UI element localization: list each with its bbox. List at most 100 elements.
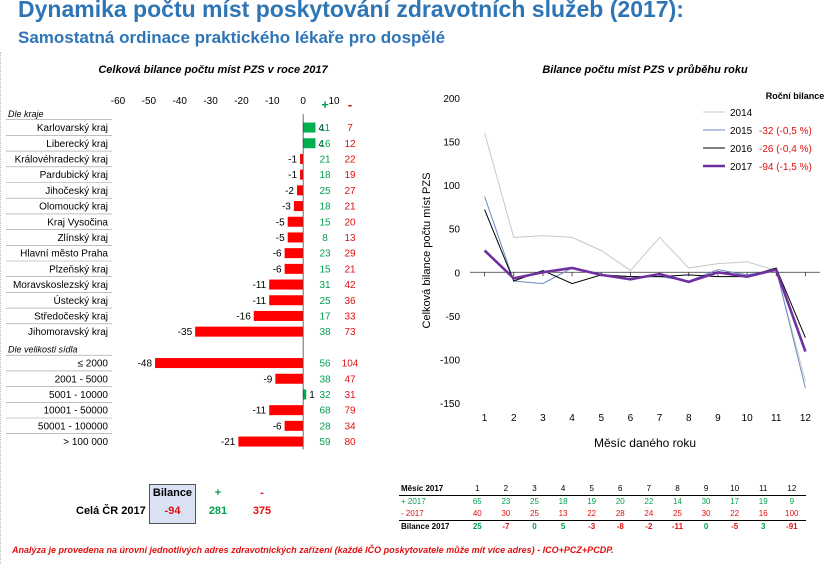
category-label: 50001 - 100000 bbox=[38, 421, 109, 432]
plus-count: 56 bbox=[319, 359, 331, 370]
month-cell: 10 bbox=[720, 483, 749, 496]
category-label: Hlavní město Praha bbox=[20, 249, 108, 260]
minus-count: 22 bbox=[344, 154, 356, 165]
balance-cell: 0 bbox=[520, 520, 549, 533]
bar-value-label: -6 bbox=[273, 249, 282, 260]
month-cell: 6 bbox=[605, 483, 635, 496]
minus-cell: 22 bbox=[587, 509, 597, 518]
table-row-label: + 2017 bbox=[401, 497, 426, 506]
legend-series-note: -32 (-0,5 %) bbox=[759, 126, 812, 137]
x-tick-label: -20 bbox=[234, 96, 249, 107]
minus-count: 29 bbox=[344, 249, 356, 260]
plus-count: 31 bbox=[319, 280, 331, 291]
category-label: Jihočeský kraj bbox=[45, 186, 108, 197]
bar-value-label: -11 bbox=[252, 406, 266, 417]
minus-count: 21 bbox=[344, 202, 356, 213]
legend-series-name: 2016 bbox=[730, 144, 753, 155]
plus-cell: 14 bbox=[673, 497, 682, 506]
bar-value-label: -9 bbox=[263, 374, 272, 385]
balance-cell: -8 bbox=[605, 520, 635, 533]
series-line-2014 bbox=[484, 132, 806, 382]
minus-cell: 30 bbox=[701, 509, 711, 518]
category-label: Zlínský kraj bbox=[57, 233, 108, 244]
plus-cell: 17 bbox=[730, 497, 740, 506]
plus-cell: 22 bbox=[644, 497, 654, 506]
bar-value-label: -3 bbox=[282, 202, 291, 213]
plus-count: 28 bbox=[319, 421, 331, 432]
x-tick-label: 6 bbox=[628, 413, 634, 424]
minus-count: 42 bbox=[344, 280, 356, 291]
category-label: Středočeský kraj bbox=[34, 311, 108, 322]
plus-count: 32 bbox=[319, 390, 331, 401]
bar bbox=[253, 310, 304, 321]
x-tick-label: -40 bbox=[172, 96, 187, 107]
minus-cell: 28 bbox=[615, 509, 625, 518]
category-label: 5001 - 10000 bbox=[49, 390, 108, 401]
month-cell: 7 bbox=[634, 483, 664, 496]
bar-value-label: 4 bbox=[318, 123, 324, 134]
summary-minus-header: - bbox=[260, 487, 264, 499]
table-row-label: - 2017 bbox=[401, 509, 424, 518]
minus-count: 73 bbox=[344, 327, 356, 338]
month-cell: 2 bbox=[491, 483, 521, 496]
legend-series-name: 2017 bbox=[730, 162, 753, 173]
bar-value-label: 4 bbox=[318, 139, 324, 150]
month-cell: 8 bbox=[663, 483, 692, 496]
minus-cell: 40 bbox=[472, 509, 482, 518]
plus-cell: 19 bbox=[587, 497, 597, 506]
y-tick-label: -50 bbox=[446, 312, 461, 323]
balance-cell: 3 bbox=[748, 520, 778, 533]
x-tick-label: 11 bbox=[771, 413, 782, 424]
minus-count: 20 bbox=[344, 217, 356, 228]
bar bbox=[275, 373, 304, 384]
x-tick-label: -10 bbox=[265, 96, 280, 107]
plus-count: 38 bbox=[319, 327, 331, 338]
plus-cell: 30 bbox=[701, 497, 711, 506]
minus-count: 80 bbox=[344, 437, 356, 448]
x-tick-label: 2 bbox=[511, 413, 517, 424]
minus-cell: 22 bbox=[730, 509, 740, 518]
category-label: Olomoucký kraj bbox=[39, 202, 108, 213]
x-tick-label: -30 bbox=[203, 96, 218, 107]
legend-series-note: -26 (-0,4 %) bbox=[759, 144, 812, 155]
bar bbox=[155, 358, 304, 369]
balance-cell: 5 bbox=[548, 520, 578, 533]
category-label: 10001 - 50000 bbox=[43, 406, 108, 417]
bar bbox=[284, 263, 304, 274]
balance-cell: -5 bbox=[720, 520, 749, 533]
y-tick-label: 150 bbox=[443, 138, 460, 149]
bar bbox=[269, 295, 304, 306]
minus-count: 12 bbox=[344, 139, 356, 150]
summary-bilance-box bbox=[149, 484, 196, 524]
minus-column-header: - bbox=[348, 97, 352, 112]
monthly-table: Měsíc 2017 1 2 3 4 5 6 7 8 9 10 11 12 + 2017 65 23 25 18… bbox=[399, 483, 807, 533]
plus-cell: 25 bbox=[530, 497, 539, 506]
table-row-label: Bilance 2017 bbox=[399, 520, 463, 533]
legend-series-name: 2014 bbox=[730, 108, 753, 119]
plus-count: 15 bbox=[319, 264, 331, 275]
bar-chart-title: Celková bilance počtu míst PZS v roce 20… bbox=[98, 64, 328, 76]
regional-balance-bar-chart: Celková bilance počtu míst PZS v roce 20… bbox=[6, 64, 359, 450]
legend-title: Roční bilance bbox=[766, 91, 825, 101]
legend-series-name: 2015 bbox=[730, 126, 753, 137]
x-tick-label: -50 bbox=[142, 96, 157, 107]
category-label: Kraj Vysočina bbox=[47, 217, 108, 228]
x-tick-label: 7 bbox=[657, 413, 663, 424]
category-label: Královéhradecký kraj bbox=[15, 154, 108, 165]
bar bbox=[300, 169, 304, 180]
plus-cell: 20 bbox=[615, 497, 625, 506]
category-label: Ústecký kraj bbox=[54, 294, 108, 307]
bar-value-label: -2 bbox=[285, 186, 294, 197]
bar bbox=[293, 201, 304, 212]
plus-count: 18 bbox=[319, 202, 331, 213]
footnote: Analýza je provedena na úrovni jednotliv… bbox=[12, 545, 614, 555]
page-subtitle: Samostatná ordinace praktického lékaře p… bbox=[18, 28, 446, 47]
plus-cell: 18 bbox=[558, 497, 568, 506]
bar-value-label: -48 bbox=[138, 359, 153, 370]
bar-value-label: -5 bbox=[276, 233, 285, 244]
minus-count: 79 bbox=[344, 406, 356, 417]
plus-count: 17 bbox=[319, 311, 331, 322]
x-tick-label: 0 bbox=[300, 96, 306, 107]
legend-series-note: -94 (-1,5 %) bbox=[759, 162, 812, 173]
plus-cell: 9 bbox=[789, 497, 795, 506]
